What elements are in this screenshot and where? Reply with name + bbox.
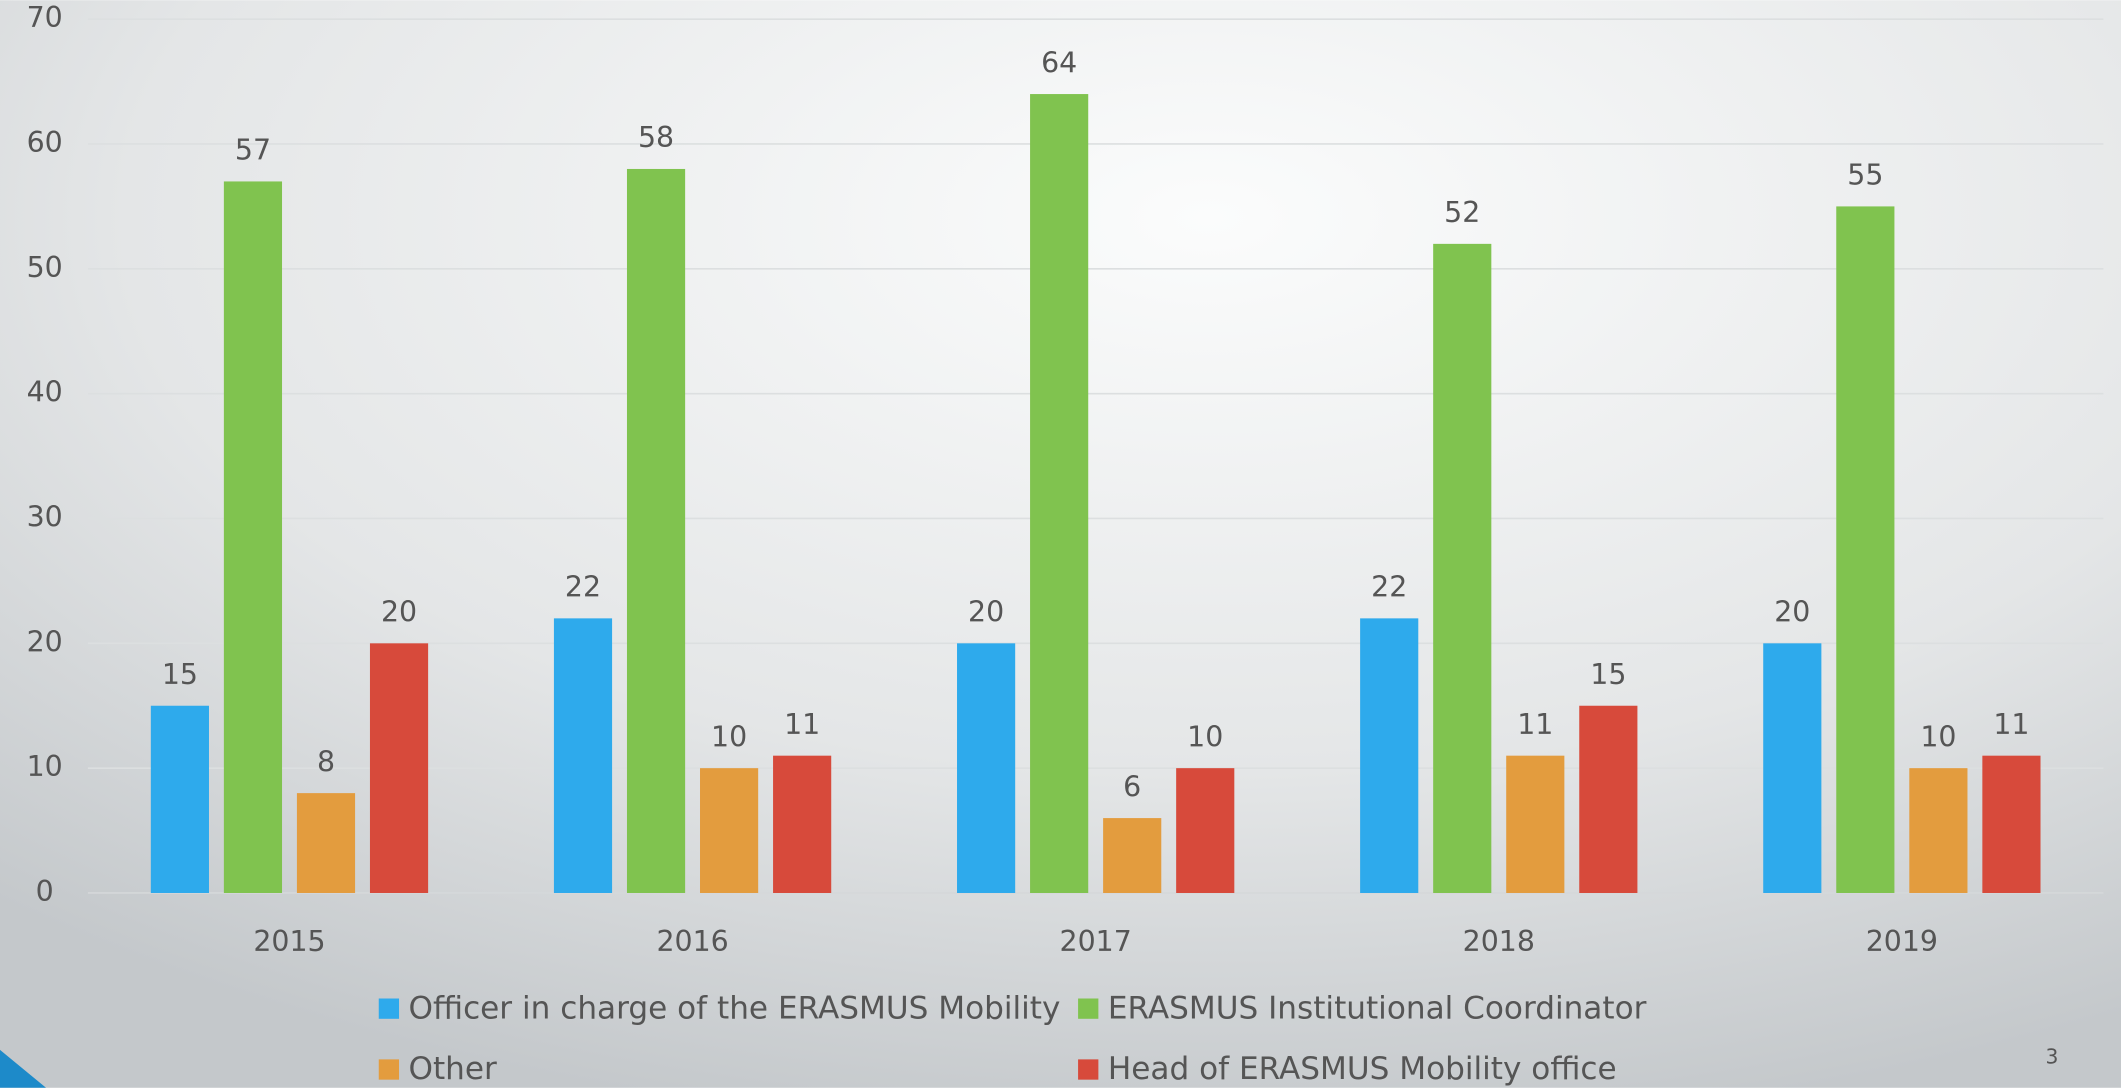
bar xyxy=(296,793,356,893)
data-label: 11 xyxy=(784,708,820,741)
bar xyxy=(1030,94,1089,893)
data-label: 55 xyxy=(1847,159,1883,192)
data-label: 57 xyxy=(235,134,271,167)
bar xyxy=(1176,768,1235,893)
y-tick-label: 10 xyxy=(27,750,63,783)
x-tick-label: 2017 xyxy=(1060,925,1132,958)
legend-label: Officer in charge of the ERASMUS Mobilit… xyxy=(409,990,1061,1026)
legend-swatch xyxy=(378,998,400,1019)
x-tick-label: 2018 xyxy=(1463,925,1535,958)
y-tick-label: 70 xyxy=(27,1,63,34)
bar xyxy=(150,705,209,893)
bar xyxy=(1836,206,1895,893)
legend-swatch xyxy=(1078,1059,1099,1080)
y-tick-label: 20 xyxy=(27,625,63,658)
data-label: 20 xyxy=(1774,596,1810,629)
data-label: 58 xyxy=(638,121,674,154)
bar xyxy=(1763,643,1822,893)
bar xyxy=(223,181,283,893)
legend-label: Other xyxy=(409,1051,498,1087)
legend-swatch xyxy=(378,1059,400,1080)
data-label: 11 xyxy=(1517,708,1553,741)
bar xyxy=(957,643,1016,893)
data-label: 22 xyxy=(1371,571,1407,604)
x-tick-label: 2015 xyxy=(253,925,325,958)
data-label: 22 xyxy=(565,571,601,604)
data-label: 20 xyxy=(381,596,417,629)
data-label: 10 xyxy=(1187,720,1223,753)
data-label: 10 xyxy=(1920,720,1956,753)
data-label: 10 xyxy=(711,720,747,753)
y-tick-label: 60 xyxy=(27,126,63,159)
data-label: 11 xyxy=(1993,708,2029,741)
y-tick-label: 50 xyxy=(27,251,63,284)
legend-label: ERASMUS Institutional Coordinator xyxy=(1108,990,1647,1026)
data-label: 15 xyxy=(1590,658,1626,691)
bar xyxy=(1579,705,1638,893)
y-tick-label: 30 xyxy=(27,500,63,533)
corner-decoration xyxy=(0,1049,46,1088)
legend-label: Head of ERASMUS Mobility office xyxy=(1108,1051,1617,1087)
data-label: 52 xyxy=(1444,196,1480,229)
bar xyxy=(1103,818,1162,893)
bar xyxy=(700,768,759,893)
bar xyxy=(1360,618,1419,893)
bar xyxy=(773,755,832,893)
bar xyxy=(1433,243,1492,893)
x-tick-label: 2019 xyxy=(1866,925,1938,958)
data-label: 8 xyxy=(317,745,335,778)
bar xyxy=(1909,768,1968,893)
bar xyxy=(553,618,613,893)
bar xyxy=(1982,755,2041,893)
data-label: 6 xyxy=(1123,770,1141,803)
data-label: 64 xyxy=(1041,46,1077,79)
bar xyxy=(626,168,686,893)
bar xyxy=(369,643,429,893)
legend-swatch xyxy=(1078,998,1099,1019)
y-tick-label: 0 xyxy=(36,875,54,908)
data-label: 15 xyxy=(162,658,198,691)
x-tick-label: 2016 xyxy=(656,925,728,958)
data-label: 20 xyxy=(968,596,1004,629)
bar xyxy=(1506,755,1565,893)
y-tick-label: 40 xyxy=(27,376,63,409)
page-number: 3 xyxy=(2046,1045,2059,1069)
